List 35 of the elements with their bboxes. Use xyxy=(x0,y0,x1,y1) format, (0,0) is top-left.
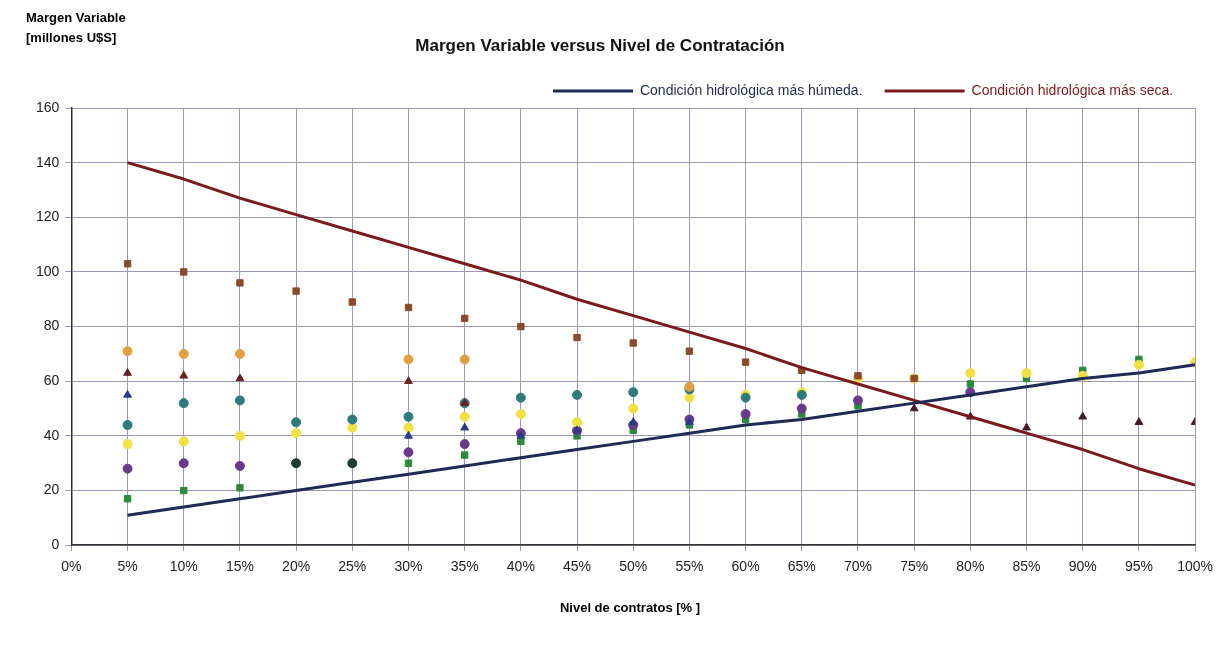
x-tick-label: 25% xyxy=(338,558,367,575)
x-tick-label: 15% xyxy=(225,558,254,575)
x-tick-label: 70% xyxy=(843,558,872,575)
y-tick-label: 40 xyxy=(43,426,60,443)
x-tick-label: 0% xyxy=(61,558,82,575)
y-axis-title: Margen Variable [millones U$S] xyxy=(26,9,126,47)
text: Condición hidrológica más seca. xyxy=(971,81,1174,98)
x-tick-label: 90% xyxy=(1068,558,1097,575)
x-tick-label: 50% xyxy=(619,558,648,575)
x-tick-label: 85% xyxy=(1012,558,1041,575)
y-tick-label: 0 xyxy=(51,536,60,553)
x-tick-label: 65% xyxy=(787,558,816,575)
y-tick-label: 120 xyxy=(36,208,60,225)
x-tick-label: 100% xyxy=(1177,558,1213,575)
y-tick-label: 160 xyxy=(36,98,60,115)
chart-title: Margen Variable versus Nivel de Contratación xyxy=(415,36,785,55)
x-tick-label: 20% xyxy=(282,558,311,575)
y-tick-label: 20 xyxy=(43,481,60,498)
x-tick-label: 80% xyxy=(956,558,985,575)
y-tick-label: 80 xyxy=(43,317,60,334)
x-tick-label: 30% xyxy=(394,558,423,575)
x-tick-label: 5% xyxy=(117,558,138,575)
x-tick-label: 10% xyxy=(169,558,198,575)
x-tick-label: 60% xyxy=(731,558,760,575)
x-axis-title: Nivel de contratos [% ] xyxy=(558,600,702,615)
y-tick-label: 100 xyxy=(36,262,60,279)
x-tick-label: 95% xyxy=(1124,558,1153,575)
x-tick-label: 35% xyxy=(450,558,479,575)
text: Condición hidrológica más húmeda. xyxy=(639,81,863,98)
x-tick-label: 40% xyxy=(506,558,535,575)
x-tick-label: 45% xyxy=(563,558,592,575)
y-tick-label: 60 xyxy=(43,372,60,389)
y-tick-label: 140 xyxy=(36,153,60,170)
x-tick-label: 75% xyxy=(900,558,929,575)
x-tick-label: 55% xyxy=(675,558,704,575)
